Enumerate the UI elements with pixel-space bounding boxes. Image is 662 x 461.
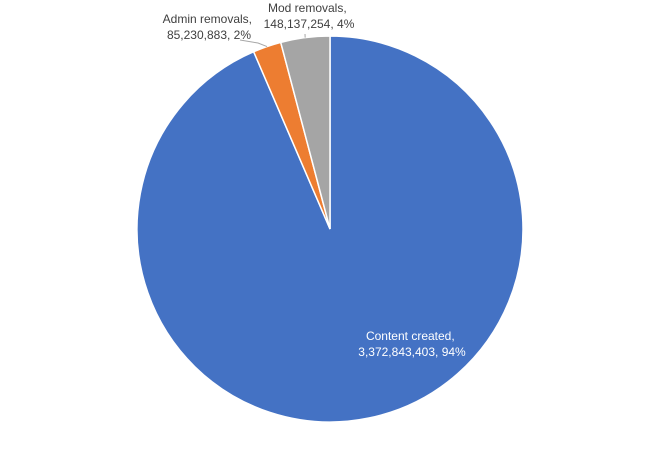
label-admin-removals: Admin removals, 85,230,883, 2% xyxy=(163,12,256,42)
leader-line-admin-removals xyxy=(239,39,268,48)
label-content-created-line1: Content created, xyxy=(366,329,455,343)
label-content-created: Content created, 3,372,843,403, 94% xyxy=(358,329,466,359)
leader-lines xyxy=(239,33,306,48)
label-admin-removals-line2: 85,230,883, 2% xyxy=(167,28,251,42)
pie-slice-mod-removals xyxy=(279,35,331,230)
pie-slices xyxy=(136,35,524,423)
label-admin-removals-line1: Admin removals, xyxy=(163,12,252,26)
label-mod-removals-line1: Mod removals, xyxy=(268,1,347,15)
label-mod-removals-line2: 148,137,254, 4% xyxy=(264,17,355,31)
label-content-created-line2: 3,372,843,403, 94% xyxy=(358,345,466,359)
label-mod-removals: Mod removals, 148,137,254, 4% xyxy=(264,1,355,31)
